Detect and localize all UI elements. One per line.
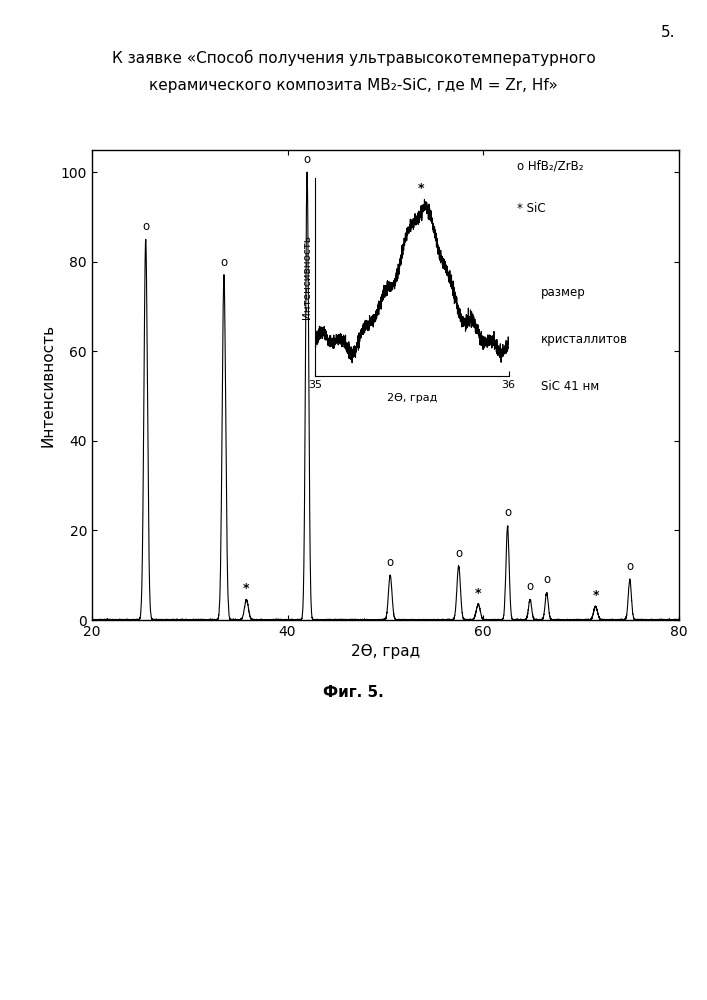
Y-axis label: Интенсивность: Интенсивность xyxy=(302,235,312,319)
Text: *: * xyxy=(243,582,250,595)
Text: o: o xyxy=(221,256,228,269)
Text: o: o xyxy=(543,573,550,586)
Text: К заявке «Способ получения ультравысокотемпературного: К заявке «Способ получения ультравысокот… xyxy=(112,50,595,66)
Text: керамического композита MB₂-SiC, где M = Zr, Hf»: керамического композита MB₂-SiC, где M =… xyxy=(149,78,558,93)
Text: SiC 41 нм: SiC 41 нм xyxy=(541,380,599,393)
Text: o: o xyxy=(626,560,633,573)
Text: * SiC: * SiC xyxy=(518,202,546,215)
Text: *: * xyxy=(418,182,425,195)
Y-axis label: Интенсивность: Интенсивность xyxy=(40,323,55,447)
Text: кристаллитов: кристаллитов xyxy=(541,333,628,346)
Text: 5.: 5. xyxy=(660,25,675,40)
Text: Фиг. 5.: Фиг. 5. xyxy=(323,685,384,700)
X-axis label: 2ϴ, град: 2ϴ, град xyxy=(387,393,437,403)
Text: размер: размер xyxy=(541,286,585,299)
Text: *: * xyxy=(592,589,599,602)
Text: o: o xyxy=(504,506,511,519)
Text: o HfB₂/ZrB₂: o HfB₂/ZrB₂ xyxy=(518,159,584,172)
Text: o: o xyxy=(303,153,310,166)
Text: o: o xyxy=(142,220,149,233)
Text: *: * xyxy=(475,587,481,600)
X-axis label: 2ϴ, град: 2ϴ, град xyxy=(351,644,420,659)
Text: o: o xyxy=(527,580,534,593)
Text: o: o xyxy=(455,547,462,560)
Text: o: o xyxy=(387,556,394,569)
